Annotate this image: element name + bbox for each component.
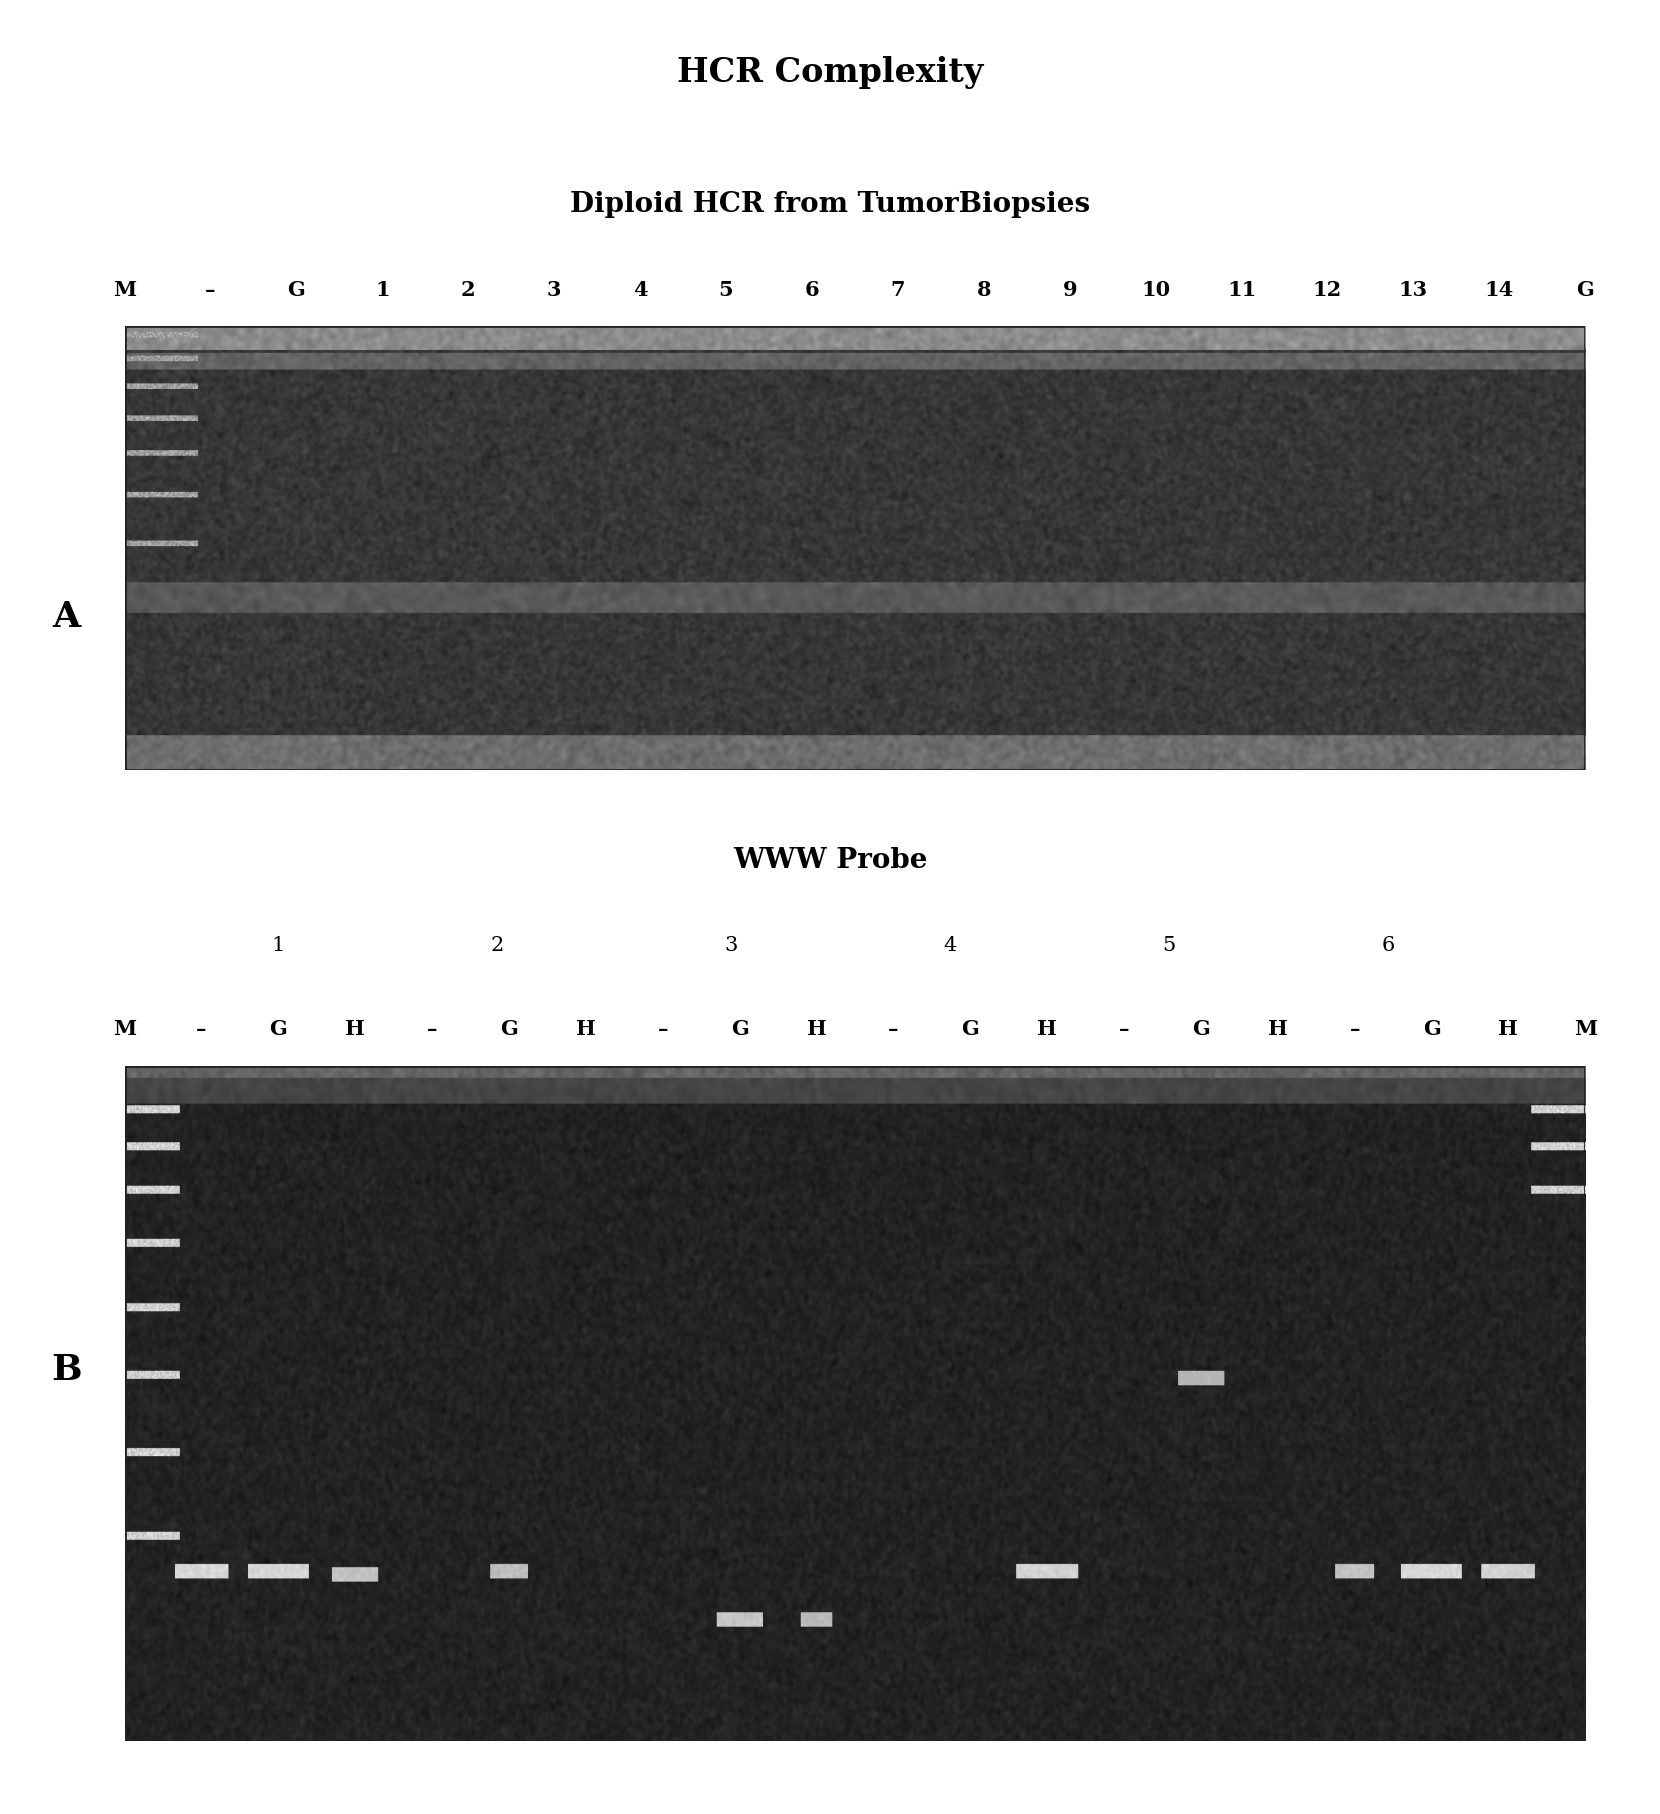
- Text: 12: 12: [1313, 279, 1343, 299]
- Text: 6: 6: [805, 279, 820, 299]
- Text: H: H: [1038, 1018, 1057, 1038]
- Text: H: H: [807, 1018, 827, 1038]
- Text: 1: 1: [375, 279, 390, 299]
- Text: H: H: [1268, 1018, 1288, 1038]
- Text: H: H: [576, 1018, 596, 1038]
- Text: M: M: [113, 1018, 136, 1038]
- Text: G: G: [1423, 1018, 1441, 1038]
- Text: 6: 6: [1381, 936, 1394, 954]
- Text: –: –: [206, 279, 216, 299]
- Text: –: –: [888, 1018, 898, 1038]
- Text: 11: 11: [1227, 279, 1257, 299]
- Text: 13: 13: [1399, 279, 1428, 299]
- Text: HCR Complexity: HCR Complexity: [677, 56, 983, 89]
- Text: 3: 3: [724, 936, 737, 954]
- Text: –: –: [196, 1018, 206, 1038]
- Text: –: –: [657, 1018, 667, 1038]
- Text: G: G: [730, 1018, 749, 1038]
- Text: 1: 1: [271, 936, 284, 954]
- Text: WWW Probe: WWW Probe: [732, 847, 928, 873]
- Text: A: A: [53, 600, 80, 633]
- Text: 7: 7: [891, 279, 905, 299]
- Text: Diploid HCR from TumorBiopsies: Diploid HCR from TumorBiopsies: [569, 190, 1091, 218]
- Text: 2: 2: [490, 936, 503, 954]
- Text: 2: 2: [461, 279, 475, 299]
- Text: G: G: [961, 1018, 979, 1038]
- Text: 10: 10: [1140, 279, 1170, 299]
- Text: –: –: [427, 1018, 437, 1038]
- Text: 4: 4: [632, 279, 647, 299]
- Text: 5: 5: [719, 279, 734, 299]
- Text: 8: 8: [976, 279, 991, 299]
- Text: 4: 4: [943, 936, 956, 954]
- Text: H: H: [1499, 1018, 1519, 1038]
- Text: G: G: [1577, 279, 1594, 299]
- Text: G: G: [287, 279, 305, 299]
- Text: G: G: [1192, 1018, 1210, 1038]
- Text: –: –: [1119, 1018, 1129, 1038]
- Text: M: M: [113, 279, 136, 299]
- Text: 14: 14: [1484, 279, 1514, 299]
- Text: B: B: [51, 1353, 81, 1386]
- Text: 3: 3: [546, 279, 561, 299]
- Text: –: –: [1350, 1018, 1360, 1038]
- Text: H: H: [345, 1018, 365, 1038]
- Text: G: G: [500, 1018, 518, 1038]
- Text: M: M: [1574, 1018, 1597, 1038]
- Text: 9: 9: [1062, 279, 1077, 299]
- Text: G: G: [269, 1018, 287, 1038]
- Text: 5: 5: [1162, 936, 1175, 954]
